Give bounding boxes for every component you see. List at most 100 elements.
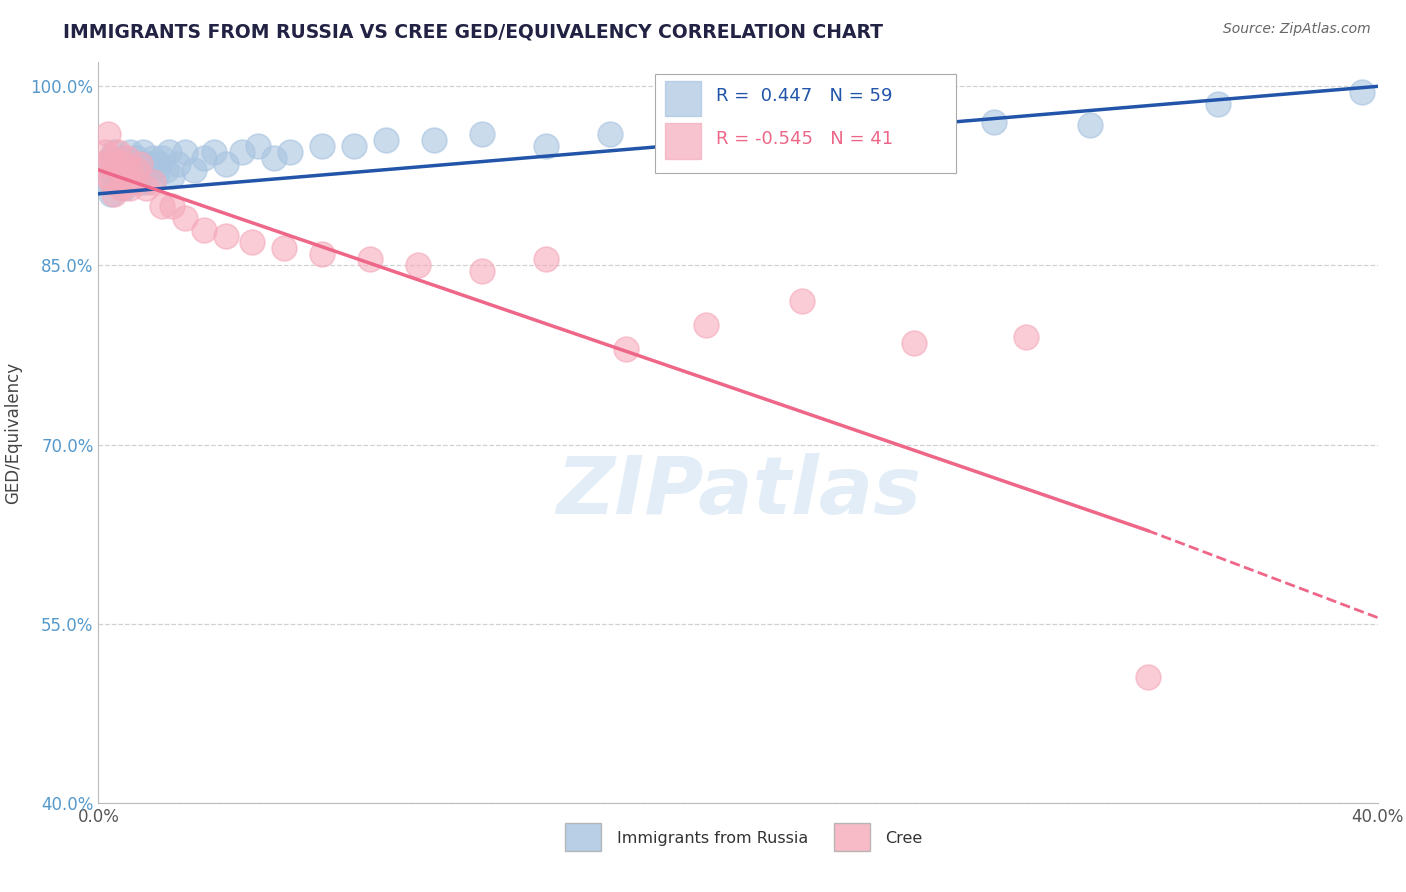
Point xyxy=(107,175,129,189)
Point xyxy=(97,127,120,141)
Point xyxy=(247,139,270,153)
Point xyxy=(107,162,129,177)
Text: IMMIGRANTS FROM RUSSIA VS CREE GED/EQUIVALENCY CORRELATION CHART: IMMIGRANTS FROM RUSSIA VS CREE GED/EQUIV… xyxy=(63,22,883,41)
Point xyxy=(664,127,686,141)
Point xyxy=(122,175,145,189)
Point xyxy=(152,199,174,213)
Point xyxy=(125,151,148,165)
Point xyxy=(148,157,170,171)
Point xyxy=(193,222,215,236)
Point xyxy=(423,133,446,147)
Point xyxy=(167,157,190,171)
Point xyxy=(115,151,138,165)
Text: ZIPatlas: ZIPatlas xyxy=(555,453,921,531)
Point xyxy=(1206,97,1229,112)
Point xyxy=(231,145,253,159)
Point xyxy=(727,127,749,141)
Point xyxy=(215,157,238,171)
Point xyxy=(202,145,225,159)
Point xyxy=(103,186,125,201)
Text: R = -0.545   N = 41: R = -0.545 N = 41 xyxy=(717,129,894,148)
FancyBboxPatch shape xyxy=(834,822,870,851)
Point xyxy=(359,252,381,267)
Point xyxy=(790,294,813,309)
Text: R =  0.447   N = 59: R = 0.447 N = 59 xyxy=(717,87,893,104)
Point xyxy=(129,162,152,177)
Point xyxy=(142,151,165,165)
Point xyxy=(103,157,125,171)
Point xyxy=(173,211,195,225)
Point xyxy=(115,157,138,171)
FancyBboxPatch shape xyxy=(565,822,602,851)
Point xyxy=(120,181,142,195)
Point xyxy=(125,162,148,177)
Point xyxy=(408,259,430,273)
Text: Source: ZipAtlas.com: Source: ZipAtlas.com xyxy=(1223,22,1371,37)
Point xyxy=(112,151,135,165)
Point xyxy=(155,162,177,177)
Point xyxy=(790,121,813,136)
Point xyxy=(97,169,120,183)
Point xyxy=(120,162,142,177)
Point xyxy=(145,169,167,183)
Point xyxy=(97,157,120,171)
Point xyxy=(107,162,129,177)
Point xyxy=(887,127,910,141)
Point xyxy=(115,169,138,183)
Point xyxy=(107,145,129,159)
Point xyxy=(240,235,263,249)
Point xyxy=(129,175,152,189)
Point xyxy=(157,145,180,159)
FancyBboxPatch shape xyxy=(655,73,956,173)
Text: Immigrants from Russia: Immigrants from Russia xyxy=(617,830,808,846)
Point xyxy=(215,228,238,243)
Point xyxy=(132,145,155,159)
Point xyxy=(132,157,155,171)
Point xyxy=(903,336,925,351)
Point xyxy=(534,252,557,267)
Point xyxy=(160,199,183,213)
Point xyxy=(599,127,621,141)
Point xyxy=(160,169,183,183)
Point xyxy=(103,145,125,159)
Point xyxy=(1351,85,1374,99)
Point xyxy=(110,169,132,183)
Point xyxy=(173,145,195,159)
Point xyxy=(100,151,122,165)
Point xyxy=(110,162,132,177)
Point xyxy=(90,157,112,171)
Point xyxy=(100,151,122,165)
Point xyxy=(135,175,157,189)
Point xyxy=(183,162,205,177)
Point xyxy=(193,151,215,165)
Point xyxy=(1136,670,1159,684)
Point xyxy=(311,246,333,260)
Point xyxy=(311,139,333,153)
Point xyxy=(278,145,302,159)
FancyBboxPatch shape xyxy=(665,123,702,159)
Point xyxy=(110,181,132,195)
Point xyxy=(1015,330,1038,344)
FancyBboxPatch shape xyxy=(665,81,702,117)
Point xyxy=(100,186,122,201)
Point xyxy=(152,151,174,165)
Point xyxy=(135,162,157,177)
Point xyxy=(1078,118,1101,132)
Point xyxy=(142,175,165,189)
Point xyxy=(471,127,494,141)
Point xyxy=(112,175,135,189)
Point xyxy=(135,181,157,195)
Y-axis label: GED/Equivalency: GED/Equivalency xyxy=(4,361,22,504)
Point xyxy=(94,145,117,159)
Point xyxy=(614,342,637,356)
Point xyxy=(343,139,366,153)
Point xyxy=(263,151,285,165)
Point xyxy=(125,169,148,183)
Point xyxy=(273,240,295,254)
Point xyxy=(375,133,398,147)
Point xyxy=(138,157,160,171)
Point xyxy=(122,157,145,171)
Point xyxy=(100,175,122,189)
Point xyxy=(983,115,1005,129)
Point xyxy=(695,318,717,333)
